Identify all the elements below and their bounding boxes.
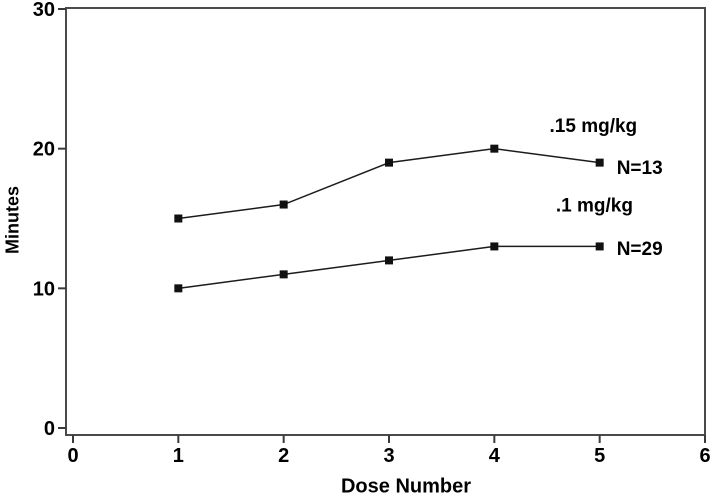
annotation-label: N=13 bbox=[617, 158, 663, 179]
x-tick-label: 1 bbox=[173, 445, 184, 467]
data-point-marker bbox=[490, 242, 499, 251]
x-tick-label: 0 bbox=[67, 445, 78, 467]
plot-frame bbox=[65, 7, 706, 436]
data-point-marker bbox=[279, 200, 288, 209]
annotation-label: .15 mg/kg bbox=[550, 116, 638, 137]
data-point-marker bbox=[595, 158, 604, 167]
annotation-label: N=29 bbox=[617, 239, 663, 260]
data-point-marker bbox=[385, 158, 393, 167]
y-tick-label: 0 bbox=[44, 418, 55, 440]
y-tick-label: 20 bbox=[33, 139, 55, 161]
annotation-label: .1 mg/kg bbox=[556, 196, 633, 217]
data-point-marker bbox=[385, 256, 393, 265]
x-tick-label: 6 bbox=[699, 445, 710, 467]
x-tick-label: 4 bbox=[489, 445, 501, 467]
data-point-marker bbox=[174, 284, 183, 293]
x-tick-label: 3 bbox=[383, 445, 394, 467]
data-point-marker bbox=[279, 270, 288, 279]
data-point-marker bbox=[174, 214, 183, 223]
y-tick-label: 10 bbox=[33, 278, 55, 300]
data-point-marker bbox=[595, 242, 604, 251]
y-tick-label: 30 bbox=[33, 0, 55, 21]
x-tick-label: 2 bbox=[278, 445, 289, 467]
y-axis-title: Minutes bbox=[2, 185, 23, 255]
data-point-marker bbox=[490, 144, 499, 153]
x-tick-label: 5 bbox=[594, 445, 605, 467]
x-axis-title: Dose Number bbox=[340, 475, 472, 498]
